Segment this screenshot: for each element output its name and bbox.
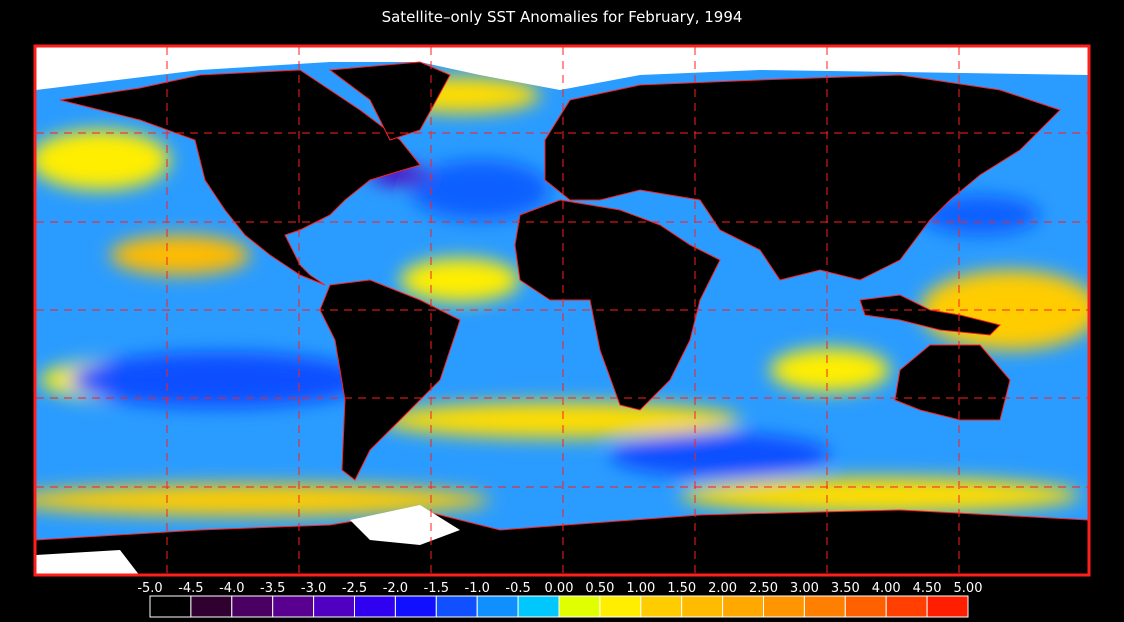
colorbar-swatch bbox=[640, 595, 683, 618]
colorbar-label: 0.00 bbox=[545, 581, 574, 596]
colorbar-label: 4.50 bbox=[913, 581, 942, 596]
map-title: Satellite–only SST Anomalies for Februar… bbox=[382, 8, 743, 26]
colorbar-label: -0.5 bbox=[505, 581, 530, 596]
indonesia bbox=[859, 294, 1001, 336]
colorbar-label: -1.5 bbox=[424, 581, 449, 596]
colorbar-swatch bbox=[435, 595, 478, 618]
colorbar-label: 1.00 bbox=[626, 581, 655, 596]
colorbar-swatch bbox=[517, 595, 560, 618]
australia bbox=[894, 344, 1011, 421]
colorbar-label: 3.50 bbox=[831, 581, 860, 596]
colorbar-swatch bbox=[681, 595, 724, 618]
south-america bbox=[319, 279, 461, 481]
colorbar-label: -4.0 bbox=[219, 581, 244, 596]
colorbar-swatch bbox=[313, 595, 356, 618]
colorbar-label: 3.00 bbox=[790, 581, 819, 596]
eurasia bbox=[544, 74, 1061, 281]
greenland bbox=[328, 61, 451, 141]
colorbar-swatch bbox=[885, 595, 928, 618]
map-frame bbox=[33, 44, 1091, 577]
graticule bbox=[36, 47, 1088, 574]
africa bbox=[514, 199, 721, 411]
colorbar-swatch bbox=[394, 595, 437, 618]
colorbar-swatch bbox=[599, 595, 642, 618]
colorbar-swatch bbox=[149, 595, 192, 618]
colorbar-swatch bbox=[844, 595, 887, 618]
colorbar-swatch bbox=[803, 595, 846, 618]
colorbar-label: 0.50 bbox=[585, 581, 614, 596]
colorbar-label: -5.0 bbox=[137, 581, 162, 596]
colorbar-label: -2.5 bbox=[342, 581, 367, 596]
colorbar-swatch bbox=[476, 595, 519, 618]
colorbar-label: 2.50 bbox=[749, 581, 778, 596]
colorbar-swatch bbox=[763, 595, 805, 618]
colorbar-swatch bbox=[190, 595, 233, 618]
colorbar-label: 1.50 bbox=[667, 581, 696, 596]
colorbar-swatch bbox=[926, 595, 969, 618]
map bbox=[36, 47, 1088, 574]
colorbar-label: -3.0 bbox=[301, 581, 326, 596]
colorbar-label: -2.0 bbox=[383, 581, 408, 596]
colorbar-label: 5.00 bbox=[954, 581, 983, 596]
colorbar-swatch bbox=[272, 595, 315, 618]
colorbar-swatch bbox=[722, 595, 764, 618]
north-america bbox=[59, 69, 421, 286]
colorbar-swatch bbox=[354, 595, 396, 618]
colorbar-swatch bbox=[231, 595, 274, 618]
colorbar-label: -1.0 bbox=[465, 581, 490, 596]
colorbar-label: -3.5 bbox=[260, 581, 285, 596]
colorbar-swatch bbox=[558, 595, 601, 618]
colorbar-label: -4.5 bbox=[178, 581, 203, 596]
colorbar-label: 2.00 bbox=[708, 581, 737, 596]
colorbar: -5.0 -4.5 -4.0 -3.5 -3.0 -2.5 -2.0 -1.5 -1.0 -0.5… bbox=[137, 581, 983, 618]
colorbar-label: 4.00 bbox=[872, 581, 901, 596]
